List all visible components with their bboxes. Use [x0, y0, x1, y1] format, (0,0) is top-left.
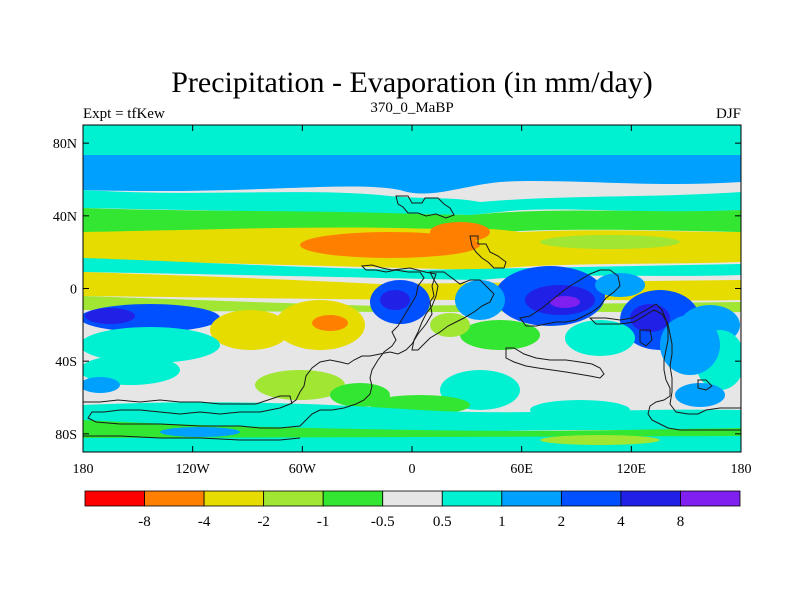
- colorbar-label: 1: [498, 514, 506, 530]
- colorbar: -8 -4 -2 -1 -0.5 0.5 1 2 4 8: [84, 490, 741, 530]
- lon-tick-label: 0: [409, 462, 416, 477]
- lat-tick-label: 80N: [53, 137, 77, 152]
- colorbar-label: -1: [317, 514, 330, 530]
- colorbar-swatch: [501, 490, 562, 507]
- colorbar-swatch: [144, 490, 205, 507]
- experiment-label: Expt = tfKew: [83, 106, 165, 122]
- colorbar-swatch: [620, 490, 681, 507]
- lon-tick-label: 60E: [510, 462, 533, 477]
- season-label: DJF: [716, 106, 741, 122]
- colorbar-label: -0.5: [371, 514, 395, 530]
- colorbar-label: 4: [617, 514, 625, 530]
- colorbar-swatch: [322, 490, 384, 507]
- lon-tick-label: 120W: [176, 462, 211, 477]
- lat-tick-label: 0: [70, 283, 77, 298]
- lon-tick-label: 60W: [289, 462, 317, 477]
- colorbar-swatch: [263, 490, 324, 507]
- colorbar-swatch: [560, 490, 622, 507]
- lat-tick-label: 40S: [55, 355, 77, 370]
- colorbar-label: 0.5: [433, 514, 452, 530]
- map-field: [83, 125, 741, 452]
- lon-tick-label: 180: [731, 462, 752, 477]
- lon-tick-label: 120E: [617, 462, 647, 477]
- lat-tick-label: 80S: [55, 428, 77, 443]
- colorbar-label: -2: [257, 514, 270, 530]
- plot-subtitle: 370_0_MaBP: [370, 100, 453, 116]
- colorbar-label: 2: [558, 514, 566, 530]
- colorbar-label: -4: [198, 514, 211, 530]
- colorbar-swatch: [382, 490, 443, 507]
- colorbar-swatch: [203, 490, 265, 507]
- colorbar-label: 8: [677, 514, 685, 530]
- colorbar-swatch: [441, 490, 503, 507]
- plot-title: Precipitation - Evaporation (in mm/day): [171, 66, 653, 99]
- lon-tick-label: 180: [73, 462, 94, 477]
- colorbar-swatch: [84, 490, 145, 507]
- colorbar-swatch: [680, 490, 741, 507]
- colorbar-label: -8: [138, 514, 151, 530]
- longitude-axis: 180 120W 60W 0 60E 120E 180: [73, 125, 752, 477]
- lat-tick-label: 40N: [53, 210, 77, 225]
- latitude-axis: 80N 40N 0 40S 80S: [53, 137, 741, 443]
